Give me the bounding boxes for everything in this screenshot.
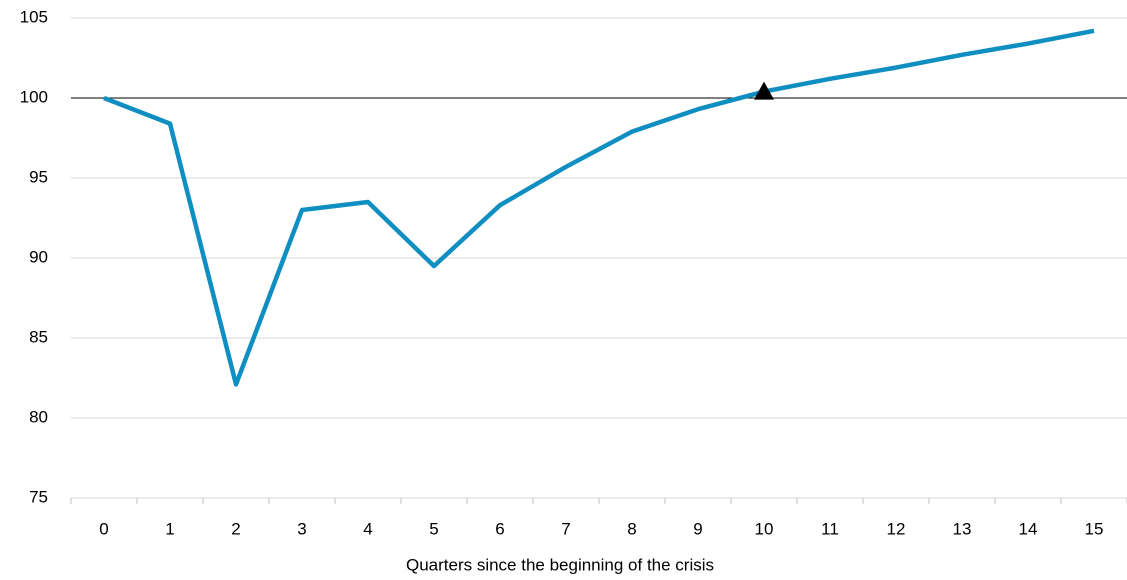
x-tick-label: 0 <box>99 519 108 538</box>
y-tick-label: 90 <box>29 247 48 266</box>
x-tick-label: 8 <box>627 519 636 538</box>
x-tick-label: 9 <box>693 519 702 538</box>
x-tick-label: 12 <box>887 519 906 538</box>
y-tick-label: 85 <box>29 327 48 346</box>
x-tick-label: 11 <box>821 519 839 538</box>
y-tick-label: 95 <box>29 167 48 186</box>
x-tick-label: 5 <box>429 519 438 538</box>
y-tick-label: 75 <box>29 487 48 506</box>
x-tick-label: 2 <box>231 519 240 538</box>
x-tick-label: 7 <box>561 519 570 538</box>
x-tick-label: 6 <box>495 519 504 538</box>
x-axis-title: Quarters since the beginning of the cris… <box>406 555 714 574</box>
x-tick-label: 14 <box>1019 519 1038 538</box>
x-tick-label: 1 <box>165 519 174 538</box>
y-tick-label: 105 <box>20 7 48 26</box>
x-tick-label: 4 <box>363 519 372 538</box>
line <box>103 28 1095 387</box>
x-tick-label: 13 <box>953 519 972 538</box>
y-tick-label: 80 <box>29 407 48 426</box>
x-tick-label: 15 <box>1085 519 1104 538</box>
y-tick-label: 100 <box>20 87 48 106</box>
x-tick-label: 3 <box>297 519 306 538</box>
x-tick-label: 10 <box>755 519 774 538</box>
triangle-marker <box>754 81 774 100</box>
